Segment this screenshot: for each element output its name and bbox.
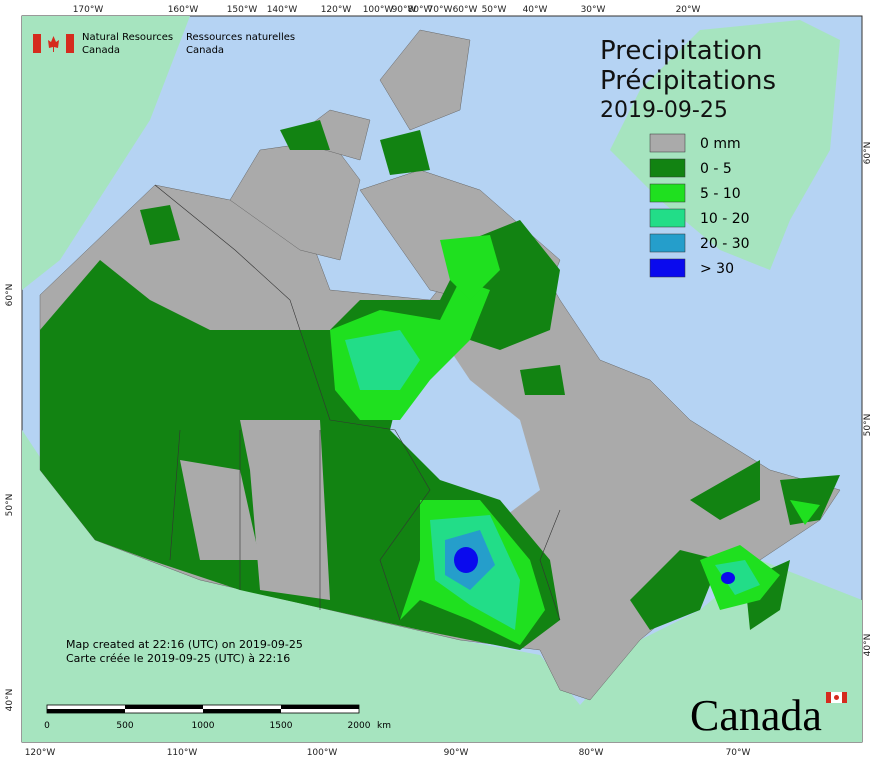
scale-label: 0 xyxy=(44,721,50,731)
map-note: Carte créée le 2019-09-25 (UTC) à 22:16 xyxy=(66,652,290,665)
legend-swatch xyxy=(649,233,686,253)
precip-area xyxy=(690,460,760,520)
longitude-label: 120°W xyxy=(321,5,352,15)
precip-area xyxy=(715,560,760,595)
scale-segment xyxy=(281,705,359,709)
scale-segment xyxy=(47,709,125,713)
scale-segment xyxy=(203,709,281,713)
longitude-label: 160°W xyxy=(168,5,199,15)
legend-label: 20 - 30 xyxy=(700,236,750,252)
precip-area xyxy=(140,205,180,245)
longitude-label: 50°W xyxy=(482,5,507,15)
longitude-label: 80°W xyxy=(408,5,433,15)
department-en: Canada xyxy=(82,45,120,56)
precip-area xyxy=(280,120,330,150)
department-en: Natural Resources xyxy=(82,32,173,43)
wordmark: Canada xyxy=(690,691,822,740)
longitude-label: 90°W xyxy=(444,748,469,758)
title-line: Précipitations xyxy=(600,66,776,96)
foreign-land xyxy=(22,16,862,742)
department-fr: Ressources naturelles xyxy=(186,32,295,43)
legend-label: 0 - 5 xyxy=(700,161,732,177)
longitude-label: 100°W xyxy=(363,5,394,15)
longitude-label: 140°W xyxy=(267,5,298,15)
latitude-label: 50°N xyxy=(863,414,873,437)
longitude-label: 70°W xyxy=(726,748,751,758)
scale-label: 1000 xyxy=(192,721,215,731)
legend-label: 0 mm xyxy=(700,136,741,152)
longitude-label: 110°W xyxy=(167,748,198,758)
title-line: 2019-09-25 xyxy=(600,98,728,123)
flag-leaf xyxy=(48,36,59,52)
longitude-label: 170°W xyxy=(73,5,104,15)
wordmark-leaf xyxy=(834,695,839,700)
precip-area xyxy=(380,130,430,175)
longitude-label: 90°W xyxy=(392,5,417,15)
scale-unit: km xyxy=(377,721,391,731)
latitude-label: 40°N xyxy=(863,634,873,657)
legend-swatch xyxy=(649,158,686,178)
labels: Natural Resources Canada Ressources nature… xyxy=(5,5,873,758)
map-note: Map created at 22:16 (UTC) on 2019-09-25 xyxy=(66,638,303,651)
longitude-label: 120°W xyxy=(25,748,56,758)
scale-label: 2000 xyxy=(348,721,371,731)
precip-area xyxy=(520,365,565,395)
longitude-label: 30°W xyxy=(581,5,606,15)
department-fr: Canada xyxy=(186,45,224,56)
legend-swatch xyxy=(649,208,686,228)
precip-area xyxy=(345,330,420,390)
greenland xyxy=(610,20,840,270)
latitude-label: 50°N xyxy=(5,494,15,517)
legend-swatch xyxy=(649,133,686,153)
longitude-label: 40°W xyxy=(523,5,548,15)
latitude-label: 60°N xyxy=(5,284,15,307)
longitude-label: 100°W xyxy=(307,748,338,758)
alaska xyxy=(22,16,190,290)
precip-area xyxy=(240,420,330,600)
legend-swatch xyxy=(649,258,686,278)
flag-bar xyxy=(66,34,74,53)
title-line: Precipitation xyxy=(600,36,763,66)
scale-label: 1500 xyxy=(270,721,293,731)
latitude-label: 40°N xyxy=(5,689,15,712)
arctic-island xyxy=(289,109,371,161)
province-border xyxy=(154,184,561,621)
longitude-label: 80°W xyxy=(579,748,604,758)
precip-area xyxy=(630,550,720,630)
united-states xyxy=(22,430,862,742)
legend-label: 5 - 10 xyxy=(700,186,741,202)
precip-area xyxy=(721,572,735,584)
scale-segment xyxy=(125,705,203,709)
canada xyxy=(39,29,841,701)
legend-label: > 30 xyxy=(700,261,734,277)
arctic-island xyxy=(379,29,471,131)
scale-label: 500 xyxy=(116,721,133,731)
longitude-label: 20°W xyxy=(676,5,701,15)
precip-area xyxy=(790,500,820,525)
latitude-label: 60°N xyxy=(863,142,873,165)
longitude-label: 60°W xyxy=(453,5,478,15)
precip-area xyxy=(440,235,500,300)
precip-area xyxy=(780,475,840,525)
arctic-island xyxy=(229,139,361,261)
longitude-label: 150°W xyxy=(227,5,258,15)
longitude-label: 70°W xyxy=(428,5,453,15)
precip-area xyxy=(454,547,478,573)
flag-bar xyxy=(33,34,41,53)
legend-label: 10 - 20 xyxy=(700,211,750,227)
legend-swatch xyxy=(649,183,686,203)
